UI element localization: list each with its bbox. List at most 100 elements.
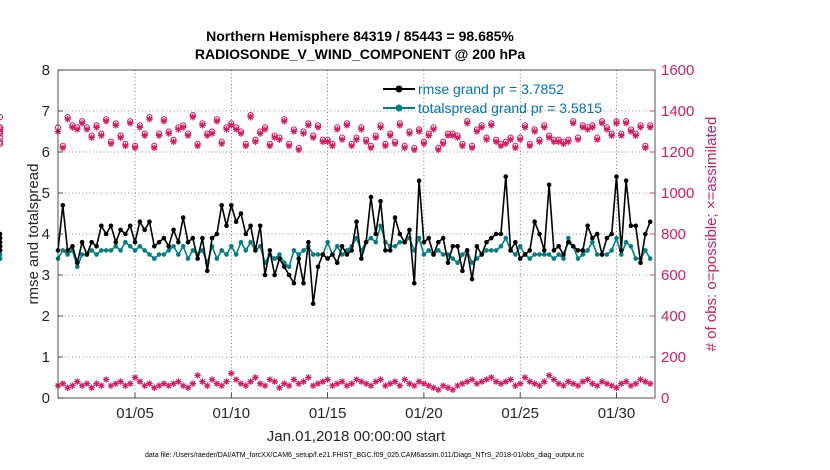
obs-low-point xyxy=(271,378,278,385)
rmse-point xyxy=(0,239,3,245)
obs-low-point xyxy=(88,384,95,391)
rmse-point xyxy=(397,231,403,237)
totalspread-point xyxy=(142,248,147,253)
totalspread-point xyxy=(214,256,220,261)
obs-low-point xyxy=(464,378,471,385)
rmse-point xyxy=(253,248,258,253)
obs-assimilated-point xyxy=(468,144,476,152)
rmse-point xyxy=(643,231,648,237)
obs-assimilated-point xyxy=(637,124,644,131)
obs-assimilated-point xyxy=(93,124,100,131)
rmse-point xyxy=(546,182,552,188)
obs-low-point xyxy=(170,380,177,387)
rmse-point xyxy=(474,244,480,249)
obs-assimilated-point xyxy=(396,122,404,129)
rmse-point xyxy=(440,235,446,241)
obs-low-point xyxy=(189,380,197,387)
totalspread-point xyxy=(537,252,542,257)
obs-low-point xyxy=(492,378,500,385)
obs-assimilated-point xyxy=(247,113,254,121)
obs-assimilated-point xyxy=(541,124,548,131)
obs-assimilated-point xyxy=(391,140,399,147)
obs-assimilated-point xyxy=(257,130,264,137)
obs-low-point xyxy=(78,382,86,389)
totalspread-point xyxy=(623,239,629,245)
rmse-point xyxy=(508,248,513,253)
totalspread-point xyxy=(60,248,66,253)
obs-assimilated-point xyxy=(618,132,625,139)
totalspread-point xyxy=(310,252,316,257)
totalspread-point xyxy=(469,260,475,266)
totalspread-point xyxy=(65,252,70,257)
obs-low-point xyxy=(444,384,452,391)
rmse-point xyxy=(0,231,3,237)
obs-low-point xyxy=(473,380,481,387)
obs-low-point xyxy=(131,374,139,381)
rmse-point xyxy=(233,219,239,224)
totalspread-point xyxy=(561,256,566,261)
obs-assimilated-point xyxy=(353,136,360,143)
obs-low-point xyxy=(603,380,611,387)
rmse-point xyxy=(65,248,70,253)
obs-low-point xyxy=(382,382,389,389)
obs-assimilated-point xyxy=(550,138,558,145)
rmse-point xyxy=(628,223,634,229)
totalspread-point xyxy=(0,252,3,257)
obs-assimilated-point xyxy=(425,132,432,139)
rmse-point xyxy=(190,235,196,241)
obs-assimilated-point xyxy=(160,118,168,125)
obs-low-point xyxy=(348,380,355,387)
rmse-point xyxy=(79,239,85,245)
obs-low-point xyxy=(439,382,447,389)
obs-low-point xyxy=(93,380,100,387)
obs-low-point xyxy=(362,380,370,387)
obs-assimilated-point xyxy=(358,126,365,133)
rmse-point xyxy=(460,268,465,274)
x-tick-label: 01/05 xyxy=(116,405,154,422)
totalspread-point xyxy=(190,248,196,253)
obs-low-point xyxy=(218,382,225,389)
rmse-point xyxy=(580,248,586,253)
totalspread-point xyxy=(647,256,653,261)
obs-low-point xyxy=(569,380,577,387)
obs-assimilated-point xyxy=(411,146,418,154)
obs-possible-point xyxy=(0,130,4,137)
obs-assimilated-point xyxy=(492,138,500,145)
rmse-point xyxy=(556,244,562,249)
rmse-point xyxy=(281,264,287,270)
totalspread-point xyxy=(113,244,119,249)
totalspread-point xyxy=(151,256,157,261)
rmse-point xyxy=(127,223,133,229)
obs-low-point xyxy=(329,382,336,389)
totalspread-point xyxy=(286,264,292,270)
totalspread-point xyxy=(392,244,398,249)
left-axis-ticks: 0 1 2 3 4 5 6 7 8 xyxy=(42,62,63,407)
obs-low-point xyxy=(579,378,586,385)
obs-low-point xyxy=(512,382,519,389)
rmse-point xyxy=(392,215,398,220)
obs-low-point xyxy=(642,378,649,385)
obs-assimilated-point xyxy=(348,142,355,150)
obs-assimilated-point xyxy=(319,138,326,145)
obs-assimilated-point xyxy=(589,124,596,131)
obs-low-point xyxy=(252,374,259,381)
rmse-point xyxy=(522,252,528,257)
rmse-point xyxy=(156,239,162,245)
rmse-point xyxy=(594,231,600,237)
totalspread-point xyxy=(89,248,95,253)
rmse-point xyxy=(498,231,504,237)
totalspread-point xyxy=(436,248,441,253)
obs-assimilated-point xyxy=(569,120,577,127)
obs-possible-point xyxy=(0,114,4,121)
rmse-point xyxy=(503,174,509,179)
data-file-footer: data file: /Users/raeder/DAI/ATM_forcXX/… xyxy=(145,452,585,459)
obs-assimilated-point xyxy=(208,130,216,137)
obs-possible-point xyxy=(0,126,4,133)
obs-assimilated-point xyxy=(459,142,466,150)
totalspread-point xyxy=(272,256,277,261)
obs-assimilated-point xyxy=(88,134,95,141)
totalspread-point xyxy=(94,252,99,257)
rmse-point xyxy=(489,235,494,241)
right-tick-label: 1200 xyxy=(661,144,694,161)
obs-low-point xyxy=(266,376,274,383)
